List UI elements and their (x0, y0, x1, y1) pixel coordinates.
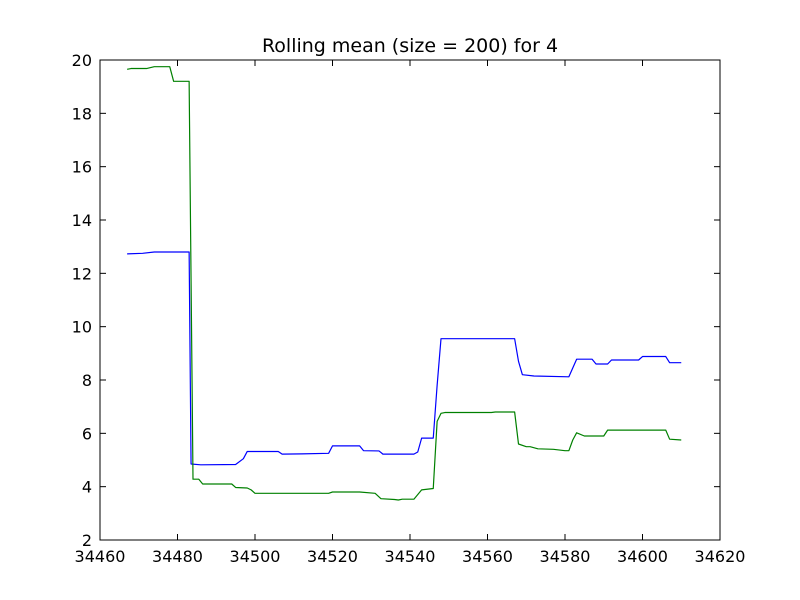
series-line-1 (127, 251, 682, 466)
x-tick-label-2: 34500 (230, 547, 281, 566)
x-tick-label-7: 34600 (617, 547, 668, 566)
x-tick-label-4: 34540 (385, 547, 436, 566)
y-tick-label-6: 14 (72, 211, 92, 230)
y-tick-label-5: 12 (72, 264, 92, 283)
y-tick-label-3: 8 (82, 371, 92, 390)
series-line-2 (127, 66, 682, 501)
axis-ticks: 34460 34480 34500 34520 34540 34560 34580 34600… (72, 51, 746, 566)
y-tick-label-2: 6 (82, 424, 92, 443)
plot-frame (99, 59, 721, 541)
y-tick-label-4: 10 (72, 318, 92, 337)
x-tick-label-8: 34620 (695, 547, 746, 566)
y-tick-label-1: 4 (82, 478, 92, 497)
x-tick-label-3: 34520 (307, 547, 358, 566)
x-tick-label-1: 34480 (152, 547, 203, 566)
x-tick-label-6: 34580 (540, 547, 591, 566)
chart-title: Rolling mean (size = 200) for 4 (262, 35, 558, 57)
y-tick-label-8: 18 (72, 104, 92, 123)
series-layer (127, 66, 682, 501)
y-tick-label-0: 2 (82, 531, 92, 550)
x-tick-label-0: 34460 (75, 547, 126, 566)
y-tick-label-7: 16 (72, 158, 92, 177)
x-tick-label-5: 34560 (462, 547, 513, 566)
y-tick-label-9: 20 (72, 51, 92, 70)
